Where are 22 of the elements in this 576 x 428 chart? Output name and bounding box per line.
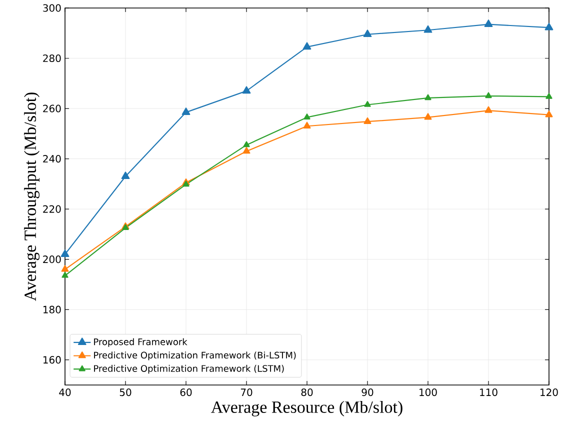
x-tick-label: 50 — [120, 388, 132, 396]
y-tick-label: 200 — [43, 256, 61, 264]
legend-label: Proposed Framework — [94, 338, 188, 347]
x-axis-title: Average Resource (Mb/slot) — [211, 400, 402, 416]
legend-label: Predictive Optimization Framework (Bi-LSTM) — [94, 352, 296, 360]
x-tick-label: 60 — [180, 388, 192, 396]
x-tick-label: 100 — [420, 388, 437, 396]
y-tick-label: 160 — [43, 356, 61, 364]
x-tick-label: 40 — [59, 388, 71, 396]
x-tick-label: 120 — [540, 388, 558, 396]
x-tick-label: 90 — [362, 388, 374, 396]
y-tick-label: 300 — [43, 4, 61, 12]
legend-label: Predictive Optimization Framework (LSTM) — [94, 364, 284, 374]
y-tick-label: 240 — [43, 155, 61, 163]
x-tick-label: 70 — [240, 388, 252, 396]
x-tick-label: 80 — [301, 388, 313, 396]
y-tick-label: 260 — [43, 104, 61, 112]
y-tick-label: 280 — [43, 54, 61, 62]
y-axis-title: Average Throughput (Mb/slot) — [24, 92, 40, 301]
y-tick-label: 220 — [43, 205, 61, 213]
y-tick-label: 180 — [43, 306, 61, 314]
x-tick-label: 110 — [480, 388, 498, 396]
